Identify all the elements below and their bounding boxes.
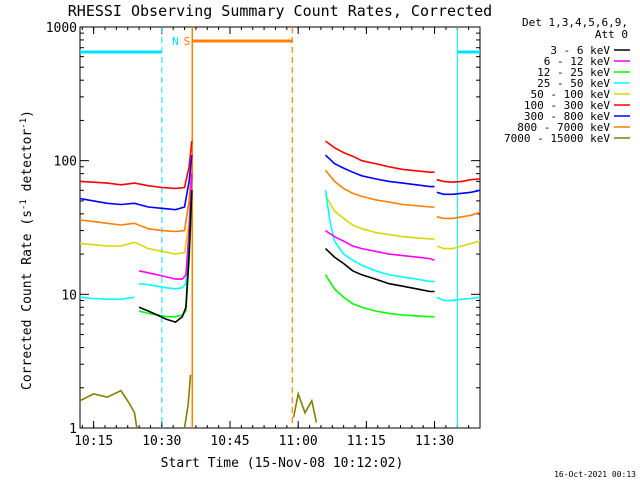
series-line-100-300-kev [436, 178, 481, 184]
series-line-6-12-kev [138, 173, 193, 280]
series-line-25-50-kev [79, 296, 135, 301]
series-line-50-100-kev [324, 195, 435, 240]
series-line-3-6-kev [324, 248, 435, 293]
legend-label: 25 - 50 keV [537, 77, 610, 90]
series-line-300-800-kev [324, 154, 435, 188]
y-axis-label: Corrected Count Rate (s-1 detector-1) [19, 110, 35, 390]
x-tick-label: 10:30 [142, 434, 181, 449]
series-line-50-100-kev [436, 240, 481, 250]
y-tick-label: 1000 [46, 21, 77, 36]
series-line-25-50-kev [324, 190, 435, 283]
series-line-50-100-kev [79, 181, 193, 255]
x-tick-label: 10:15 [74, 434, 113, 449]
x-tick-label: 11:15 [347, 434, 386, 449]
series-line-800-7000-kev [436, 211, 481, 220]
series-line-7000-15000-kev [292, 390, 318, 423]
series-line-6-12-kev [325, 229, 435, 261]
series-line-100-300-kev [79, 141, 193, 190]
series-line-12-25-kev [324, 274, 435, 318]
x-tick-label: 10:45 [210, 434, 249, 449]
legend-header-detectors: Det 1,3,4,5,6,9, [522, 16, 628, 29]
series-line-3-6-kev [138, 190, 193, 323]
plot-area: 10:15 10:30 10:45 11:00 11:15 11:30 1 10 100 1000… [46, 21, 481, 449]
y-tick-label: 1 [69, 422, 77, 437]
series-line-300-800-kev [436, 189, 481, 196]
series-line-100-300-kev [325, 140, 435, 173]
legend-label: 50 - 100 keV [531, 88, 611, 101]
legend-label: 7000 - 15000 keV [504, 132, 610, 145]
y-tick-label: 100 [54, 155, 77, 170]
series-line-800-7000-kev [324, 169, 435, 208]
x-axis-label: Start Time (15-Nov-08 10:12:02) [161, 456, 404, 471]
legend-label: 3 - 6 keV [550, 44, 610, 57]
y-tick-label: 10 [61, 288, 77, 303]
legend-label: 300 - 800 keV [524, 110, 610, 123]
legend-label: 800 - 7000 keV [517, 121, 610, 134]
plot-frame [79, 26, 481, 429]
annotation-label: N [172, 35, 179, 48]
legend-label: 6 - 12 keV [544, 55, 611, 68]
x-tick-label: 11:00 [279, 434, 318, 449]
series-line-12-25-kev [138, 200, 193, 318]
series-line-7000-15000-kev [183, 374, 192, 429]
chart-title: RHESSI Observing Summary Count Rates, Co… [68, 2, 492, 20]
series-line-25-50-kev [436, 296, 481, 302]
legend-header-attenuator: Att 0 [595, 28, 628, 41]
annotation-label: S [184, 35, 191, 48]
x-tick-label: 11:30 [415, 434, 454, 449]
series-line-7000-15000-kev [79, 389, 138, 429]
plot-timestamp: 16-Oct-2021 00:13 [554, 470, 636, 479]
series-line-800-7000-kev [79, 166, 193, 233]
legend-label: 100 - 300 keV [524, 99, 610, 112]
legend-label: 12 - 25 keV [537, 66, 610, 79]
series-line-300-800-kev [79, 155, 193, 211]
